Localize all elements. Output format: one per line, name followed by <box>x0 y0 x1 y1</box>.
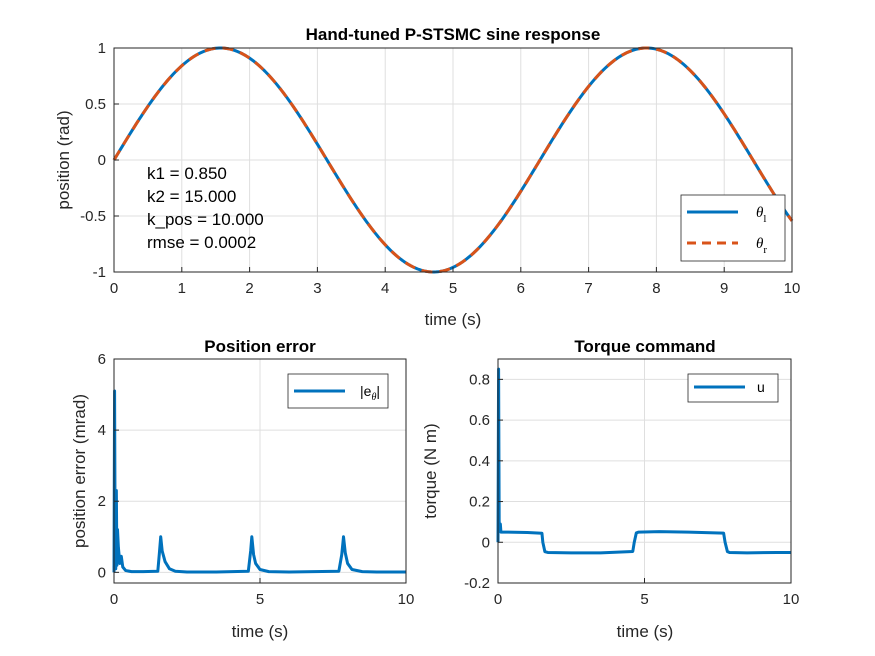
y-tick-label: -0.5 <box>80 208 106 225</box>
x-axis-label: time (s) <box>232 622 289 641</box>
y-tick-label: -0.2 <box>464 575 490 592</box>
y-tick-label: 1 <box>98 40 106 57</box>
chart-title: Hand-tuned P-STSMC sine response <box>306 25 601 44</box>
y-tick-label: 0.6 <box>469 412 490 429</box>
y-axis-label: position (rad) <box>54 110 73 209</box>
y-tick-label: 0.5 <box>85 96 106 113</box>
x-axis-label: time (s) <box>617 622 674 641</box>
x-tick-label: 10 <box>784 280 801 297</box>
x-tick-label: 10 <box>398 591 415 608</box>
x-tick-label: 7 <box>584 280 592 297</box>
chart-title: Position error <box>204 337 316 356</box>
x-tick-label: 6 <box>517 280 525 297</box>
y-tick-label: 6 <box>98 351 106 368</box>
axes-torque-command: 0 5 10-0.200.20.40.60.8 Torque command tim… <box>421 337 799 641</box>
y-axis-label: torque (N m) <box>421 423 440 518</box>
x-tick-label: 5 <box>449 280 457 297</box>
x-tick-label: 5 <box>640 591 648 608</box>
axes-position-response: 0 1 2 3 4 5 6 7 8 9 10 -1 -0.5 0 0.5 1 Hand-tuned P-STS… <box>54 25 800 329</box>
legend-box <box>681 195 785 261</box>
y-tick-label: 0.8 <box>469 371 490 388</box>
y-axis-label: position error (mrad) <box>70 394 89 548</box>
y-tick-label: 4 <box>98 422 106 439</box>
chart-title: Torque command <box>574 337 715 356</box>
annotation-rmse: rmse = 0.0002 <box>147 233 256 252</box>
x-tick-label: 2 <box>245 280 253 297</box>
x-tick-label: 0 <box>110 591 118 608</box>
y-tick-label: 0.4 <box>469 453 490 470</box>
axes-position-error: 0 5 10 0 2 4 6 Position error time (s) positio… <box>70 337 414 641</box>
x-tick-label: 9 <box>720 280 728 297</box>
y-tick-label: 2 <box>98 493 106 510</box>
x-tick-label: 8 <box>652 280 660 297</box>
legend-label-u: u <box>757 379 765 395</box>
legend: u <box>688 374 778 402</box>
y-tick-label: 0 <box>482 534 490 551</box>
x-tick-label: 10 <box>783 591 800 608</box>
x-tick-label: 0 <box>494 591 502 608</box>
y-tick-label: -1 <box>93 264 106 281</box>
x-axis-label: time (s) <box>425 310 482 329</box>
y-tick-label: 0.2 <box>469 494 490 511</box>
y-tick-label: 0 <box>98 564 106 581</box>
legend: θl θr <box>681 195 785 261</box>
x-tick-label: 4 <box>381 280 389 297</box>
annotation-k1: k1 = 0.850 <box>147 164 227 183</box>
x-tick-label: 0 <box>110 280 118 297</box>
legend: |eθ| <box>288 374 388 408</box>
y-tick-label: 0 <box>98 152 106 169</box>
x-tick-label: 3 <box>313 280 321 297</box>
annotation-kpos: k_pos = 10.000 <box>147 210 264 229</box>
x-tick-label: 1 <box>178 280 186 297</box>
x-tick-label: 5 <box>256 591 264 608</box>
annotation-k2: k2 = 15.000 <box>147 187 236 206</box>
